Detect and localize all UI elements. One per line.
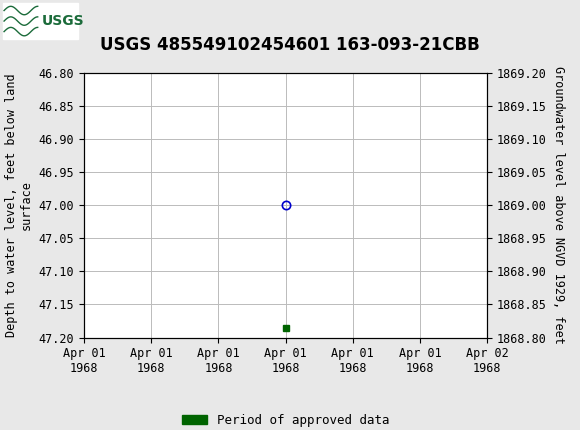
Y-axis label: Depth to water level, feet below land
surface: Depth to water level, feet below land su… [5,74,33,337]
Text: USGS 485549102454601 163-093-21CBB: USGS 485549102454601 163-093-21CBB [100,36,480,54]
Y-axis label: Groundwater level above NGVD 1929, feet: Groundwater level above NGVD 1929, feet [552,66,566,344]
Legend: Period of approved data: Period of approved data [177,409,394,430]
Text: USGS: USGS [42,14,84,28]
FancyBboxPatch shape [3,3,78,39]
